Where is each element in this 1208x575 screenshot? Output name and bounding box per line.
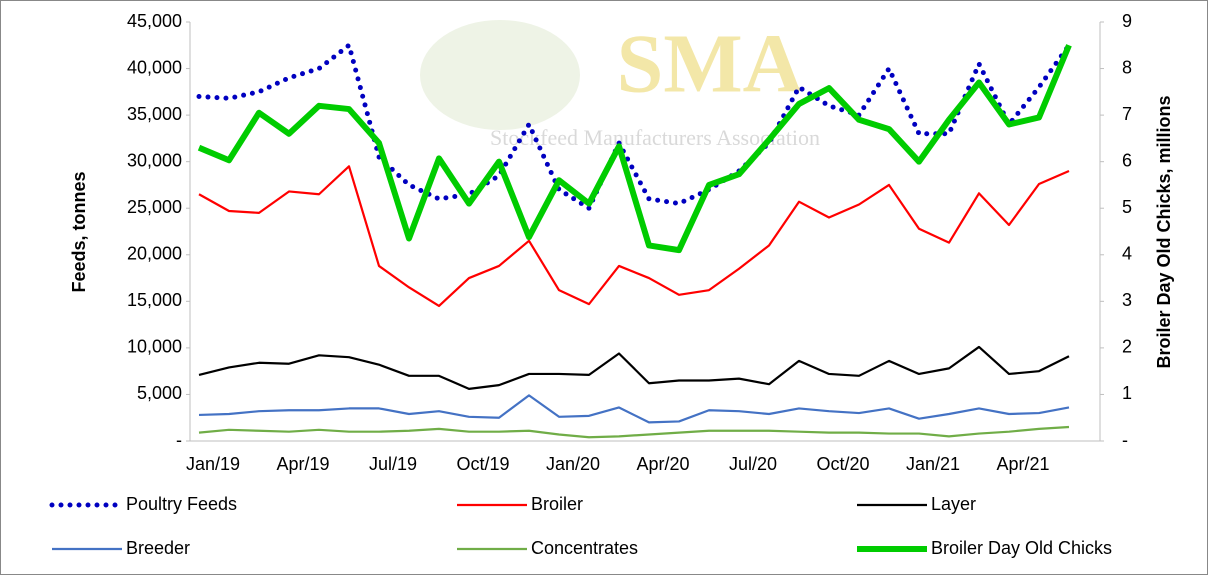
y-tick-label: 45,000 [127, 11, 182, 31]
series-line [198, 165, 1070, 308]
x-tick-label: Jul/20 [729, 454, 777, 474]
legend-label: Concentrates [531, 538, 638, 558]
y-tick-label: 25,000 [127, 197, 182, 217]
x-tick-label: Jan/20 [546, 454, 600, 474]
y-tick-label: 20,000 [127, 244, 182, 264]
y2-tick-label: 6 [1122, 150, 1132, 170]
x-tick-label: Oct/20 [816, 454, 869, 474]
x-tick-label: Apr/20 [636, 454, 689, 474]
y-tick-label: 10,000 [127, 337, 182, 357]
series-line [198, 345, 1070, 390]
y2-tick-label: 9 [1122, 11, 1132, 31]
series-line [198, 394, 1070, 424]
legend-label: Breeder [126, 538, 190, 558]
x-tick-label: Jan/21 [906, 454, 960, 474]
legend-label: Poultry Feeds [126, 494, 237, 514]
y2-axis-title: Broiler Day Old Chicks, millions [1154, 95, 1174, 368]
x-tick-label: Jan/19 [186, 454, 240, 474]
x-tick-label: Apr/21 [996, 454, 1049, 474]
y2-tick-label: 2 [1122, 337, 1132, 357]
x-tick-label: Jul/19 [369, 454, 417, 474]
y-axis-title: Feeds, tonnes [69, 171, 89, 292]
y-tick-label: 40,000 [127, 57, 182, 77]
y-tick-label: 5,000 [137, 383, 182, 403]
series-line [198, 425, 1070, 439]
y-tick-label: 15,000 [127, 290, 182, 310]
y-tick-label: 35,000 [127, 104, 182, 124]
y2-tick-label: 3 [1122, 290, 1132, 310]
y-tick-label: 30,000 [127, 150, 182, 170]
x-tick-label: Apr/19 [276, 454, 329, 474]
x-tick-label: Oct/19 [456, 454, 509, 474]
watermark-title: SMA [617, 17, 804, 110]
legend-label: Broiler Day Old Chicks [931, 538, 1112, 558]
y-tick-label: - [176, 430, 182, 450]
legend-label: Layer [931, 494, 976, 514]
watermark: SMA Stockfeed Manufacturers Association [420, 17, 820, 150]
y2-tick-label: 1 [1122, 383, 1132, 403]
y2-tick-label: 7 [1122, 104, 1132, 124]
y2-tick-label: 4 [1122, 244, 1132, 264]
y2-tick-label: - [1122, 430, 1128, 450]
y2-tick-label: 8 [1122, 57, 1132, 77]
legend-label: Broiler [531, 494, 583, 514]
watermark-map [420, 20, 580, 130]
y2-tick-label: 5 [1122, 197, 1132, 217]
series-line [197, 44, 1072, 254]
